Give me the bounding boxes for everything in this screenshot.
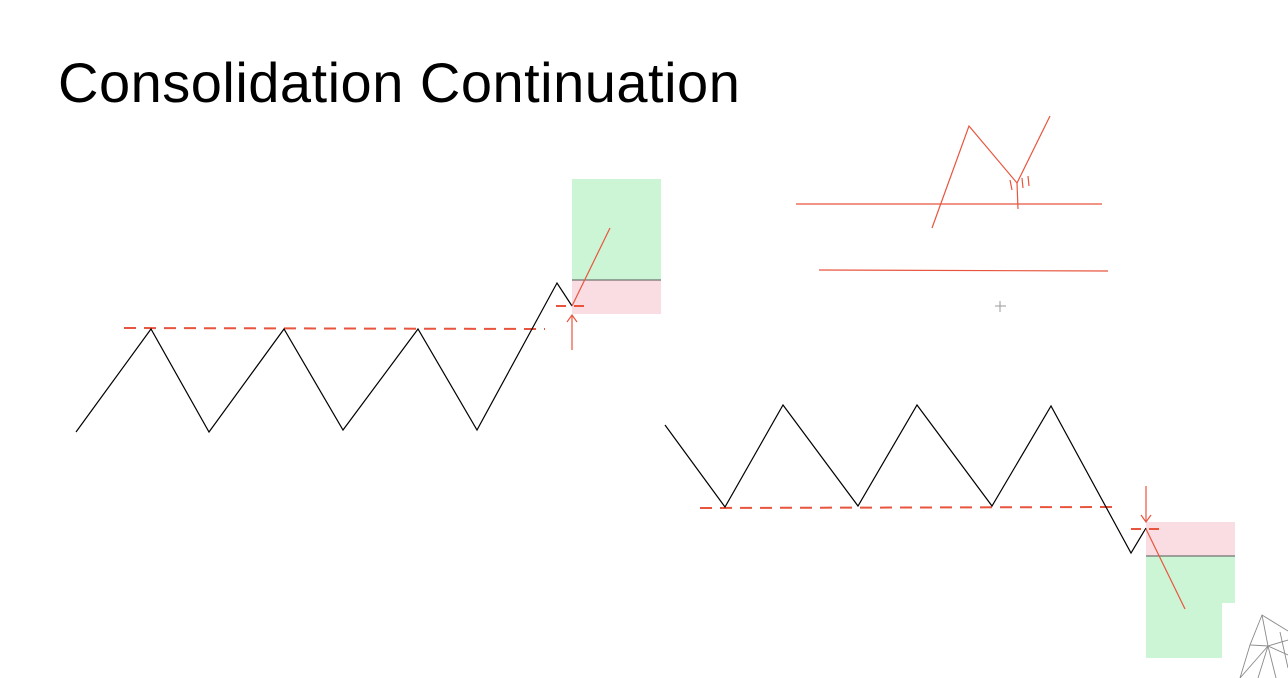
bearish-support-level <box>699 506 1119 509</box>
bearish-stop-zone <box>1146 522 1235 556</box>
sketch-tick-2 <box>1021 177 1024 189</box>
corner-logo-icon <box>1239 614 1288 678</box>
bullish-price-path <box>75 281 573 434</box>
sketch-tick-3 <box>1027 175 1030 187</box>
bearish-target-projection <box>1145 528 1186 610</box>
sketch-lower-level <box>818 269 1109 272</box>
bullish-target-projection <box>571 227 611 307</box>
bearish-profit-zone <box>1146 556 1235 658</box>
sketch-annotation <box>796 115 1109 272</box>
bearish-breakdown-setup <box>664 403 1235 658</box>
bearish-entry-down-arrow <box>1140 486 1152 524</box>
bullish-entry-up-arrow <box>566 313 578 350</box>
sketch-tick-1 <box>1009 179 1013 191</box>
bullish-profit-zone <box>572 179 661 280</box>
bullish-resistance-level <box>123 327 546 330</box>
sketch-price-path <box>931 115 1051 229</box>
bullish-stop-zone <box>572 280 661 314</box>
slide-title: Consolidation Continuation <box>58 51 741 114</box>
bullish-breakout-setup <box>75 179 661 434</box>
sketch-stem <box>1016 182 1019 210</box>
bearish-price-path <box>664 403 1147 555</box>
cursor-crosshair-icon <box>995 301 1006 312</box>
